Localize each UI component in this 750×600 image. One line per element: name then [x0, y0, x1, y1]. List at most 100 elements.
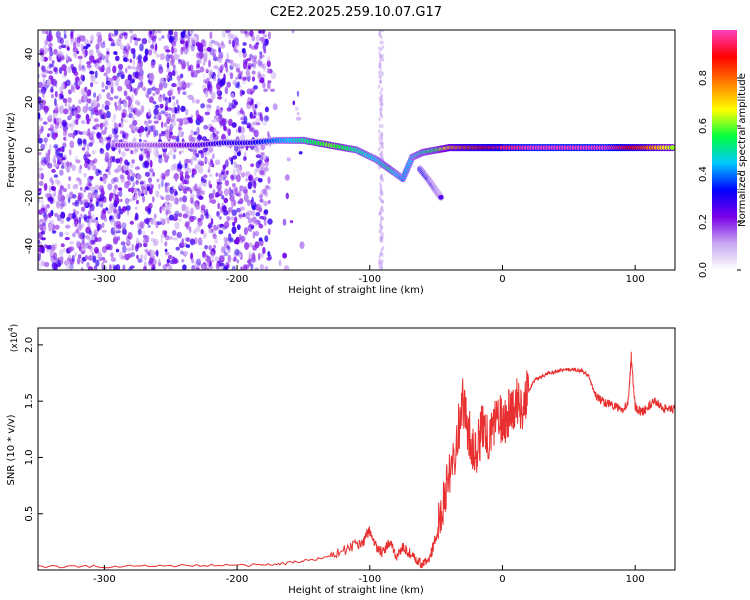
noise-speckle	[172, 229, 177, 236]
noise-speckle	[168, 265, 173, 270]
noise-speckle	[133, 187, 139, 194]
noise-speckle	[106, 207, 112, 215]
noise-speckle	[191, 168, 196, 173]
noise-speckle	[69, 161, 72, 167]
noise-speckle	[51, 230, 57, 234]
noise-speckle	[158, 133, 162, 139]
noise-speckle	[137, 189, 142, 197]
noise-speckle	[169, 126, 173, 132]
noise-speckle	[158, 183, 161, 190]
noise-speckle	[218, 51, 224, 59]
noise-speckle	[162, 82, 168, 89]
noise-speckle	[52, 252, 58, 260]
noise-speckle	[235, 76, 238, 81]
noise-speckle	[259, 63, 265, 69]
noise-speckle	[166, 258, 170, 264]
noise-speckle	[41, 222, 46, 227]
noise-speckle	[59, 109, 64, 114]
noise-speckle	[157, 221, 162, 225]
noise-speckle	[119, 189, 123, 197]
noise-speckle	[54, 145, 59, 153]
noise-speckle	[78, 216, 81, 225]
snr-y-label: SNR (10 * v/v)	[6, 414, 17, 485]
noise-speckle	[123, 45, 127, 51]
noise-speckle	[94, 70, 98, 79]
noise-speckle	[266, 56, 271, 62]
noise-speckle	[104, 119, 109, 124]
noise-speckle	[378, 46, 381, 51]
noise-speckle	[79, 164, 83, 170]
noise-speckle	[95, 43, 100, 50]
noise-speckle	[93, 230, 98, 238]
noise-speckle	[89, 56, 93, 64]
noise-speckle	[128, 97, 133, 105]
noise-speckle	[149, 168, 154, 173]
noise-speckle	[108, 170, 111, 176]
noise-speckle	[97, 223, 102, 231]
noise-speckle	[164, 251, 170, 256]
noise-speckle	[93, 118, 99, 123]
noise-speckle	[51, 93, 54, 99]
noise-speckle	[66, 166, 70, 173]
noise-speckle	[117, 187, 123, 191]
noise-speckle	[38, 180, 44, 187]
noise-speckle	[142, 196, 145, 201]
noise-speckle	[232, 80, 238, 86]
noise-speckle	[92, 107, 97, 115]
noise-speckle	[65, 264, 70, 270]
noise-speckle	[42, 77, 46, 83]
noise-speckle	[264, 106, 269, 113]
noise-speckle	[67, 97, 72, 103]
noise-speckle	[200, 190, 205, 195]
noise-speckle	[71, 254, 75, 262]
track-point	[669, 145, 675, 151]
noise-speckle	[189, 197, 194, 204]
noise-speckle	[158, 30, 162, 34]
noise-speckle	[137, 81, 143, 88]
y-tick-label: 1.0	[24, 449, 35, 465]
noise-speckle	[223, 197, 229, 204]
noise-speckle	[62, 143, 66, 147]
noise-speckle	[101, 89, 106, 93]
noise-speckle	[208, 180, 212, 188]
noise-speckle	[157, 111, 162, 119]
noise-speckle	[228, 102, 235, 110]
noise-speckle	[171, 95, 176, 100]
noise-speckle	[227, 254, 232, 263]
noise-speckle	[41, 230, 45, 235]
noise-speckle	[233, 101, 239, 106]
noise-speckle	[95, 217, 98, 221]
noise-speckle	[187, 167, 192, 174]
noise-speckle	[90, 130, 96, 136]
noise-speckle	[132, 125, 138, 133]
noise-speckle	[204, 68, 209, 73]
noise-speckle	[266, 186, 272, 190]
noise-speckle	[110, 257, 116, 262]
noise-speckle	[65, 79, 71, 87]
noise-speckle	[105, 168, 109, 173]
noise-speckle	[184, 170, 189, 178]
noise-speckle	[226, 215, 231, 222]
noise-speckle	[122, 245, 127, 254]
noise-speckle	[267, 31, 271, 40]
noise-speckle	[212, 189, 216, 196]
noise-speckle	[247, 224, 253, 232]
noise-speckle	[233, 199, 236, 207]
noise-speckle	[60, 194, 65, 202]
noise-speckle	[112, 65, 117, 74]
noise-speckle	[120, 198, 123, 203]
noise-speckle	[96, 103, 100, 108]
noise-speckle	[262, 30, 266, 34]
noise-speckle	[149, 183, 155, 188]
noise-speckle	[266, 67, 270, 74]
noise-speckle	[156, 178, 159, 183]
noise-speckle	[97, 93, 102, 100]
noise-speckle	[165, 234, 170, 241]
noise-speckle	[128, 30, 134, 34]
noise-speckle	[46, 204, 50, 209]
noise-speckle	[127, 187, 133, 193]
noise-speckle	[150, 61, 156, 69]
noise-speckle	[153, 130, 157, 138]
noise-speckle	[254, 103, 258, 109]
noise-speckle	[213, 115, 217, 120]
